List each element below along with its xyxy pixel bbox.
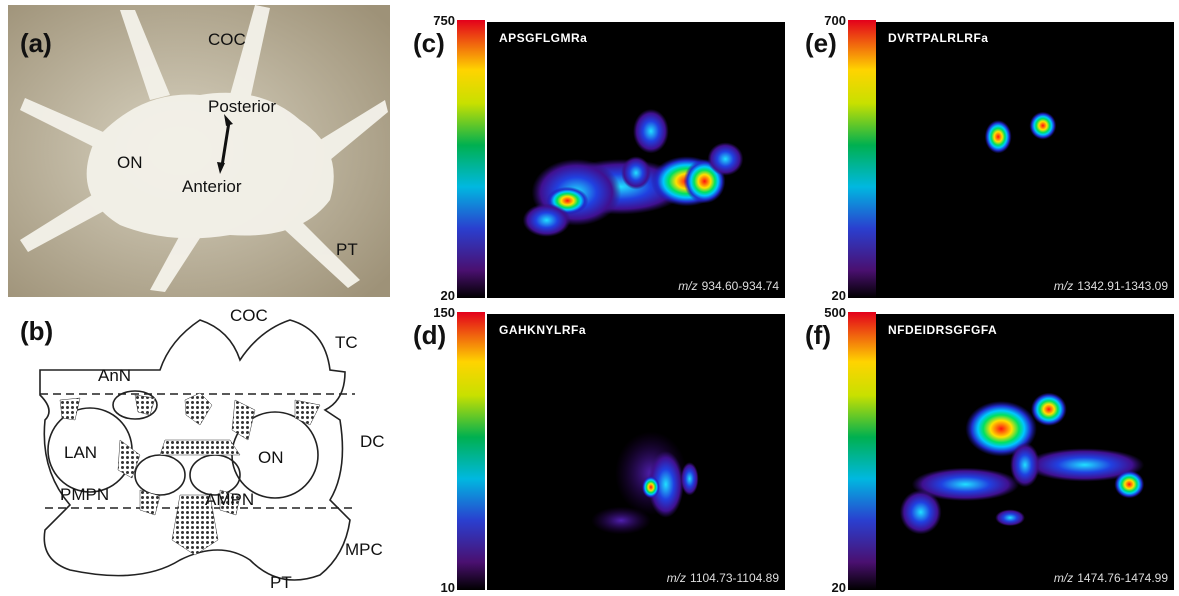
ms-images: (c) APSGFLGMRa 750 20 m/z 934.60-934.74 (d) GAH… (413, 13, 1174, 595)
annotation: PT (270, 573, 292, 592)
signal (1029, 112, 1056, 140)
mz-label: m/z 934.60-934.74 (678, 279, 779, 293)
signal (708, 142, 744, 175)
ms-image-panel: (f) NFDEIDRSGFGFA 500 20 m/z 1474.76-1474.99 (805, 305, 1174, 595)
lobe (190, 455, 240, 495)
panel-label: (a) (20, 28, 52, 58)
signal (900, 490, 942, 534)
ms-image-panel: (c) APSGFLGMRa 750 20 m/z 934.60-934.74 (413, 13, 785, 303)
colorbar (848, 312, 876, 590)
signal (633, 109, 669, 153)
scale-min: 10 (441, 580, 455, 595)
annotation: DC (360, 432, 385, 451)
annotation: ON (117, 153, 143, 172)
mz-prefix: m/z (678, 279, 697, 293)
mz-range: 934.60-934.74 (702, 279, 780, 293)
scale-max: 500 (824, 305, 846, 320)
image (876, 22, 1174, 298)
scale-max: 150 (433, 305, 455, 320)
colorbar (457, 20, 485, 298)
colorbar (848, 20, 876, 298)
colorbar (457, 312, 485, 590)
signal (995, 509, 1025, 526)
mz-prefix: m/z (1054, 571, 1073, 585)
signal (1031, 393, 1067, 426)
panel-label: (b) (20, 316, 53, 346)
ms-image-panel: (e) DVRTPALRLRFa 700 20 m/z 1342.91-1343.09 (805, 13, 1174, 303)
signal (591, 507, 651, 535)
figure: (a) COC Posterior ON Anterior PT (b) COC… (0, 0, 1179, 596)
panel-b: (b) COC TC AnN LAN DC ON PMPN AMPN MPC P… (20, 306, 385, 592)
annotation: PT (336, 240, 358, 259)
signal (523, 203, 571, 236)
annotation: LAN (64, 443, 97, 462)
mz-range: 1342.91-1343.09 (1077, 279, 1168, 293)
mz-prefix: m/z (667, 571, 686, 585)
annotation: COC (208, 30, 246, 49)
annotation: ON (258, 448, 284, 467)
annotation: PMPN (60, 485, 109, 504)
scale-max: 750 (433, 13, 455, 28)
peptide-name: DVRTPALRLRFa (888, 31, 988, 45)
mz-range: 1474.76-1474.99 (1077, 571, 1168, 585)
panel-label: (e) (805, 28, 837, 58)
annotation: Posterior (208, 97, 276, 116)
annotation: COC (230, 306, 268, 325)
scale-min: 20 (441, 288, 455, 303)
signal (1114, 470, 1144, 498)
panel-label: (d) (413, 320, 446, 350)
annotation: TC (335, 333, 358, 352)
peptide-name: GAHKNYLRFa (499, 323, 586, 337)
scale-max: 700 (824, 13, 846, 28)
annotation: AnN (98, 366, 131, 385)
signal (681, 462, 699, 495)
panel-a: (a) COC Posterior ON Anterior PT (8, 5, 390, 297)
signal (985, 120, 1012, 153)
peptide-name: NFDEIDRSGFGFA (888, 323, 997, 337)
annotation: Anterior (182, 177, 242, 196)
scale-min: 20 (832, 288, 846, 303)
panel-label: (f) (805, 320, 831, 350)
mz-label: m/z 1104.73-1104.89 (667, 571, 780, 585)
scale-min: 20 (832, 580, 846, 595)
mz-label: m/z 1342.91-1343.09 (1054, 279, 1168, 293)
signal (1010, 443, 1040, 487)
annotation: AMPN (205, 490, 254, 509)
annotation: MPC (345, 540, 383, 559)
signal (642, 476, 660, 498)
lobe (135, 455, 185, 495)
peptide-name: APSGFLGMRa (499, 31, 587, 45)
ms-image-panel: (d) GAHKNYLRFa 150 10 m/z 1104.73-1104.89 (413, 305, 785, 595)
mz-prefix: m/z (1054, 279, 1073, 293)
mz-label: m/z 1474.76-1474.99 (1054, 571, 1168, 585)
mz-range: 1104.73-1104.89 (690, 571, 779, 585)
panel-label: (c) (413, 28, 445, 58)
signal (621, 156, 651, 189)
